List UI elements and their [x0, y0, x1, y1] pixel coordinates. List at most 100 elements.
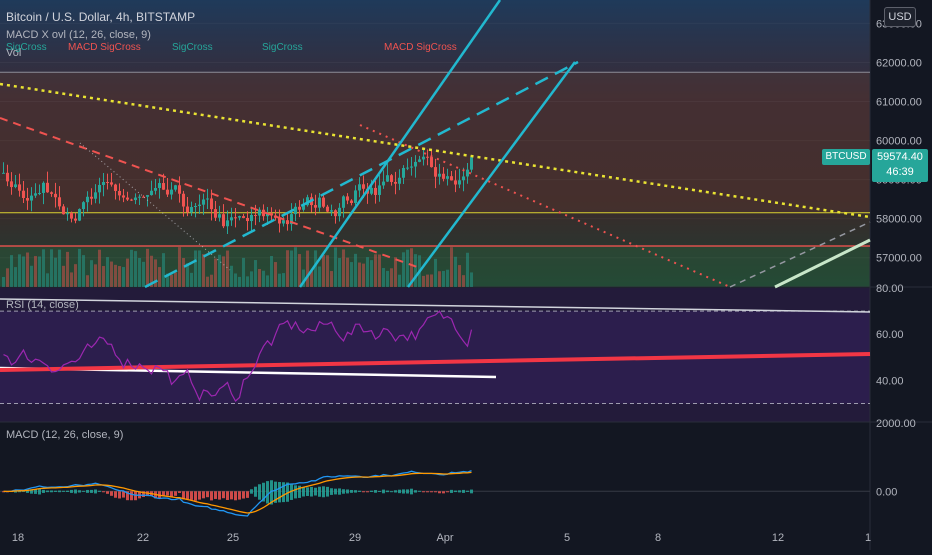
macd-histogram-bar: [242, 491, 245, 499]
macd-histogram-bar: [278, 482, 281, 503]
volume-legend[interactable]: Vol: [6, 47, 22, 59]
volume-bar: [294, 247, 297, 287]
macd-pane-background: [0, 423, 870, 522]
x-tick-label-3: 29: [349, 532, 361, 544]
macd-histogram-bar: [406, 489, 409, 494]
volume-bar: [122, 267, 125, 287]
candle-body: [194, 205, 197, 208]
volume-bar: [94, 264, 97, 287]
volume-bar: [470, 272, 473, 287]
volume-bar: [182, 258, 185, 287]
macd-histogram-bar: [426, 491, 429, 493]
currency-badge[interactable]: USD: [884, 7, 916, 27]
volume-bar: [266, 275, 269, 287]
candle-body: [322, 197, 325, 207]
candle-body: [122, 195, 125, 198]
volume-bar: [238, 276, 241, 287]
price-resistance-zone: [0, 72, 870, 213]
volume-bar: [334, 247, 337, 287]
candle-body: [446, 176, 449, 179]
candle-body: [178, 185, 181, 194]
candle-body: [210, 198, 213, 210]
symbol-title: Bitcoin / U.S. Dollar, 4h, BITSTAMP: [6, 10, 196, 24]
volume-bar: [326, 255, 329, 287]
macd-overlay-legend[interactable]: MACD X ovl (12, 26, close, 9): [6, 29, 151, 41]
volume-bar: [282, 273, 285, 287]
volume-bar: [162, 253, 165, 287]
candle-body: [242, 216, 245, 218]
candle-body: [434, 167, 437, 177]
volume-bar: [302, 269, 305, 287]
candle-body: [78, 209, 81, 221]
macd-histogram-bar: [410, 488, 413, 495]
volume-bar: [142, 261, 145, 287]
cyan-dashed-midline: [144, 60, 579, 289]
volume-bar: [46, 273, 49, 287]
volume-bar: [70, 272, 73, 287]
macd-histogram-bar: [126, 491, 129, 501]
volume-bar: [430, 274, 433, 287]
candle-body: [250, 214, 253, 222]
macd-histogram-bar: [30, 489, 33, 494]
candle-body: [158, 183, 161, 189]
candle-body: [270, 213, 273, 216]
volume-bar: [26, 252, 29, 287]
volume-bar: [414, 254, 417, 287]
macd-histogram-bar: [398, 489, 401, 494]
candle-body: [334, 210, 337, 217]
volume-bar: [454, 256, 457, 287]
macd-histogram-bar: [186, 491, 189, 499]
volume-bar: [110, 261, 113, 287]
volume-bar: [374, 254, 377, 287]
candle-body: [2, 172, 5, 174]
macd-histogram-bar: [434, 491, 437, 493]
candle-body: [162, 183, 165, 190]
volume-bar: [290, 250, 293, 287]
volume-bar: [450, 247, 453, 287]
candle-body: [354, 190, 357, 203]
candle-body: [382, 181, 385, 186]
cyan-channel-lower: [406, 61, 577, 288]
volume-bar: [170, 274, 173, 287]
candle-body: [86, 196, 89, 203]
macd-histogram-bar: [218, 491, 221, 500]
volume-bar: [42, 249, 45, 287]
candle-body: [442, 173, 445, 179]
volume-bar: [114, 264, 117, 287]
candle-body: [358, 184, 361, 191]
candle-body: [406, 167, 409, 169]
macd-histogram-bar: [370, 490, 373, 492]
macd-histogram-bar: [214, 491, 217, 499]
macd-histogram-bar: [302, 486, 305, 497]
candle-body: [42, 182, 45, 193]
volume-bar: [78, 248, 81, 287]
candle-body: [390, 175, 393, 182]
volume-bar: [150, 255, 153, 287]
macd-histogram-bar: [442, 491, 445, 494]
macd-histogram-bar: [298, 485, 301, 498]
volume-bar: [406, 249, 409, 287]
macd-histogram-bar: [466, 490, 469, 492]
macd-histogram-bar: [102, 491, 105, 493]
volume-bar: [158, 267, 161, 287]
candle-body: [46, 182, 49, 193]
candle-body: [370, 187, 373, 194]
candle-body: [414, 161, 417, 167]
sigcross-label-2: SigCross: [172, 42, 213, 53]
candle-body: [14, 184, 17, 188]
volume-bar: [342, 249, 345, 287]
macd-histogram-bar: [58, 490, 61, 493]
volume-bar: [390, 268, 393, 287]
candle-body: [18, 184, 21, 191]
macd-histogram-bar: [394, 490, 397, 493]
candle-body: [374, 187, 377, 195]
macd-histogram-bar: [462, 489, 465, 493]
macd-histogram-bar: [182, 491, 185, 500]
macd-histogram-bar: [430, 491, 433, 493]
volume-bar: [446, 269, 449, 287]
macd-sigcross-label-1: MACD SigCross: [68, 42, 141, 53]
x-tick-label-2: 25: [227, 532, 239, 544]
candle-body: [314, 205, 317, 208]
